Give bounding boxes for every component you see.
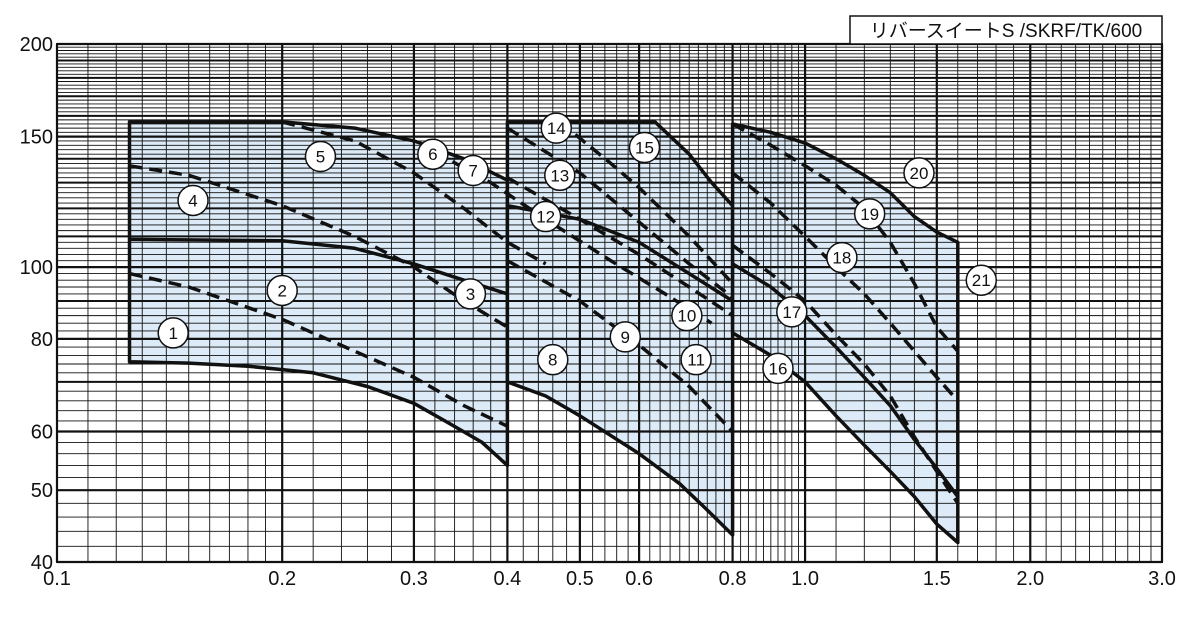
curve-dashed [129, 271, 509, 428]
y-tick-label: 60 [31, 422, 53, 444]
curve-label-text: 13 [550, 166, 569, 185]
curve-label: 2 [266, 274, 298, 307]
curve-label: 3 [454, 278, 487, 310]
curve-label-circle [544, 159, 576, 192]
curve-label-text: 17 [782, 303, 801, 322]
chart-title: リバースイートS /SKRF/TK/600 [870, 21, 1143, 42]
curve-label: 7 [457, 154, 489, 187]
plot-frame [56, 43, 1163, 563]
curve-label-text: 10 [677, 307, 696, 326]
curve-label-circle [537, 343, 569, 376]
curve-label: 17 [776, 296, 808, 328]
y-tick-label: 80 [31, 329, 53, 351]
curve-label: 20 [903, 157, 935, 189]
curve-label: 5 [304, 140, 337, 173]
curve-label-circle [762, 352, 794, 385]
curve-label: 11 [680, 343, 712, 376]
curve-label-circle [628, 131, 661, 164]
curve-label-text: 21 [972, 271, 991, 290]
y-tick-label: 100 [20, 257, 53, 279]
curve-label-circle [266, 274, 298, 307]
curve-label: 4 [177, 184, 209, 217]
curve-label-circle [457, 154, 489, 187]
curve-label-text: 20 [910, 164, 929, 183]
curve-label: 10 [671, 299, 703, 332]
curve-label-text: 2 [277, 281, 286, 300]
curve-dashed [731, 171, 960, 402]
curve-label-text: 3 [466, 285, 475, 304]
curve-label-text: 1 [168, 324, 177, 343]
curve-label-circle [903, 157, 935, 189]
curve-label-circle [609, 321, 642, 353]
tick-labels: 0.1 0.2 0.3 0.4 0.5 0.6 0.8 1.0 1.5 2.0 3.0 40 50 60 8… [20, 34, 1176, 590]
curve-label-text: 11 [687, 351, 705, 370]
curve-label-text: 4 [188, 191, 197, 210]
x-tick-label: 0.8 [719, 568, 747, 590]
curve-label: 15 [628, 131, 661, 164]
curve-dashed [506, 126, 734, 299]
curve-label-text: 9 [621, 328, 630, 347]
x-tick-label: 2.0 [1016, 568, 1044, 590]
y-tick-label: 50 [31, 480, 53, 502]
curve-solid [731, 262, 960, 498]
curve-label-circle [965, 264, 998, 296]
curve-label: 1 [157, 317, 189, 349]
curve-label: 16 [762, 352, 794, 385]
curve-label-text: 7 [468, 162, 477, 181]
curve-label: 9 [609, 321, 642, 353]
curve-dashed [281, 120, 547, 266]
curve-label-circle [529, 200, 562, 233]
x-tick-label: 0.5 [566, 568, 594, 590]
curve-label-text: 15 [635, 139, 654, 158]
curve-label: 19 [853, 198, 886, 230]
curve-label-text: 18 [832, 249, 851, 268]
curve-label: 8 [537, 343, 569, 376]
curve-dashed [506, 259, 734, 433]
curve-label-circle [680, 343, 712, 376]
x-tick-label: 0.1 [43, 568, 71, 590]
curve-label: 6 [417, 138, 449, 170]
curve-label-text: 16 [769, 359, 788, 378]
x-tick-label: 1.0 [791, 568, 819, 590]
x-tick-label: 0.6 [625, 568, 653, 590]
curve-label-circle [826, 241, 858, 274]
curve-label-circle [853, 198, 886, 230]
curve-dashed [558, 120, 734, 285]
curve-label: 13 [544, 159, 576, 192]
curve-label-circle [540, 112, 573, 144]
curve-label-circle [157, 317, 189, 349]
x-tick-label: 1.5 [923, 568, 951, 590]
curve-label-text: 19 [860, 205, 879, 224]
curve-label-circle [417, 138, 449, 170]
x-tick-label: 0.2 [268, 568, 296, 590]
x-tick-label: 0.3 [400, 568, 428, 590]
title-box: リバースイートS /SKRF/TK/600 [849, 15, 1163, 45]
curve-label-text: 8 [548, 351, 557, 370]
y-tick-label: 40 [31, 552, 53, 574]
x-tick-label: 3.0 [1148, 568, 1176, 590]
curve-label-circle [671, 299, 703, 332]
curve-label-circle [177, 184, 209, 217]
curve-dashed [506, 176, 734, 318]
curve-label-circle [454, 278, 487, 310]
curve-label: 18 [826, 241, 858, 274]
curve-label-text: 6 [428, 145, 437, 164]
curve-label-circle [304, 140, 337, 173]
curve-label-text: 5 [316, 148, 325, 167]
curve-label-circle [776, 296, 808, 328]
curve-dashed [434, 150, 713, 325]
shaded-regions [127, 120, 960, 545]
y-tick-label: 150 [20, 127, 53, 149]
curve-label: 12 [529, 200, 562, 233]
curve-dashed [731, 243, 960, 505]
curve-label: 14 [540, 112, 573, 144]
curve-label-text: 14 [547, 119, 566, 138]
y-tick-label: 200 [20, 34, 53, 56]
x-tick-label: 0.4 [493, 568, 521, 590]
curve-label-text: 12 [536, 208, 555, 227]
curve-label: 21 [965, 264, 998, 296]
